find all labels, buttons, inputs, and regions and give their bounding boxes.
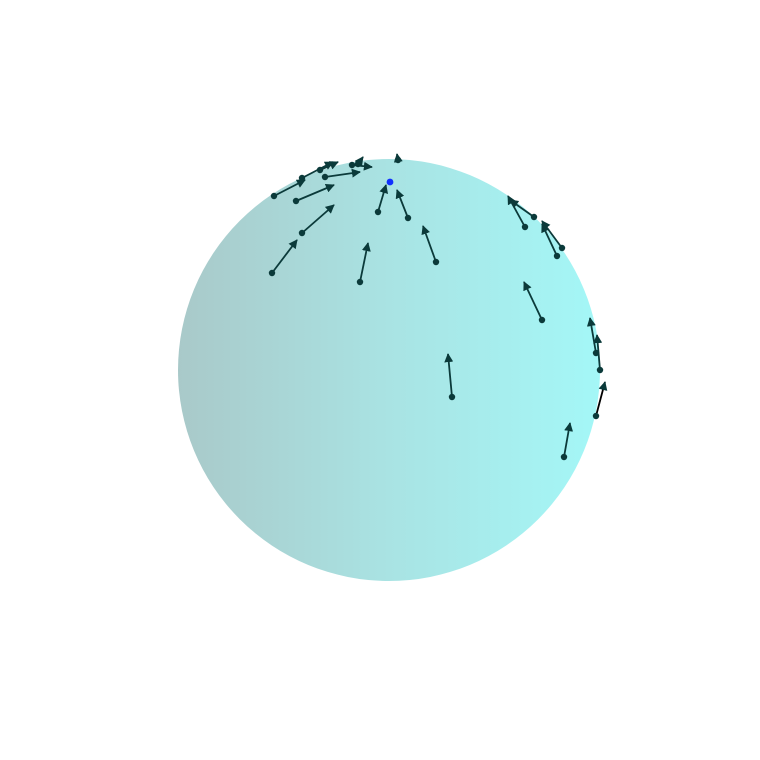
- vector-arrow: [523, 281, 546, 324]
- vector-shaft: [359, 242, 371, 283]
- vector-arrow: [270, 179, 306, 200]
- vector-tail-point: [321, 173, 329, 181]
- vector-shaft: [523, 281, 543, 321]
- vector-tail-point: [592, 412, 600, 420]
- vector-arrow: [374, 184, 389, 216]
- vector-tail-point: [448, 393, 456, 401]
- vector-tail-point: [270, 192, 278, 200]
- vector-shaft: [295, 183, 335, 202]
- vector-shaft: [444, 353, 454, 398]
- vector-arrow: [421, 225, 440, 266]
- vector-shaft: [324, 168, 361, 178]
- vector-tail-point: [394, 156, 402, 164]
- vector-tail-point: [521, 223, 529, 231]
- vector-shaft: [541, 220, 563, 249]
- vector-tail-point: [374, 208, 382, 216]
- vector-arrow: [298, 204, 335, 237]
- vector-arrow: [321, 168, 361, 181]
- vector-shaft: [421, 225, 437, 263]
- vector-tail-point: [558, 244, 566, 252]
- vector-tail-point: [292, 197, 300, 205]
- vector-shaft: [377, 184, 389, 213]
- vector-shaft: [271, 239, 298, 274]
- vector-arrow: [395, 189, 412, 222]
- vector-arrow: [509, 199, 538, 221]
- vector-arrow: [356, 242, 371, 286]
- vector-arrow: [541, 220, 566, 252]
- vector-shaft: [563, 422, 574, 458]
- vector-tail-point: [432, 258, 440, 266]
- vector-arrow: [592, 381, 608, 420]
- pole-marker: [386, 178, 394, 186]
- vector-tail-point: [298, 174, 306, 182]
- vector-shaft: [509, 199, 535, 218]
- vector-tail-point: [354, 160, 362, 168]
- vector-tail-point: [560, 453, 568, 461]
- vector-shaft: [593, 334, 603, 371]
- vector-arrow: [593, 334, 604, 374]
- vector-tail-point: [268, 269, 276, 277]
- vector-arrow: [444, 353, 456, 401]
- vector-arrow: [316, 161, 339, 174]
- vector-field: [268, 153, 608, 461]
- vector-tail-point: [348, 161, 356, 169]
- vector-arrow: [393, 153, 403, 164]
- vector-shaft: [319, 161, 339, 171]
- vector-arrow: [268, 239, 298, 277]
- vector-tail-point: [316, 166, 324, 174]
- vector-arrow: [354, 156, 364, 168]
- vector-shaft: [273, 179, 306, 197]
- sphere: [178, 159, 600, 581]
- vector-tail-point: [596, 366, 604, 374]
- vector-arrow: [560, 422, 574, 461]
- vector-tail-point: [530, 213, 538, 221]
- vector-tail-point: [538, 316, 546, 324]
- vector-shaft: [395, 189, 409, 219]
- vector-shaft: [301, 204, 335, 234]
- vector-shaft: [595, 381, 608, 417]
- vector-tail-point: [404, 214, 412, 222]
- vector-shaft: [586, 317, 597, 354]
- vector-arrow: [292, 183, 335, 205]
- vector-tail-point: [356, 278, 364, 286]
- vector-tail-point: [298, 229, 306, 237]
- vector-tail-point: [553, 252, 561, 260]
